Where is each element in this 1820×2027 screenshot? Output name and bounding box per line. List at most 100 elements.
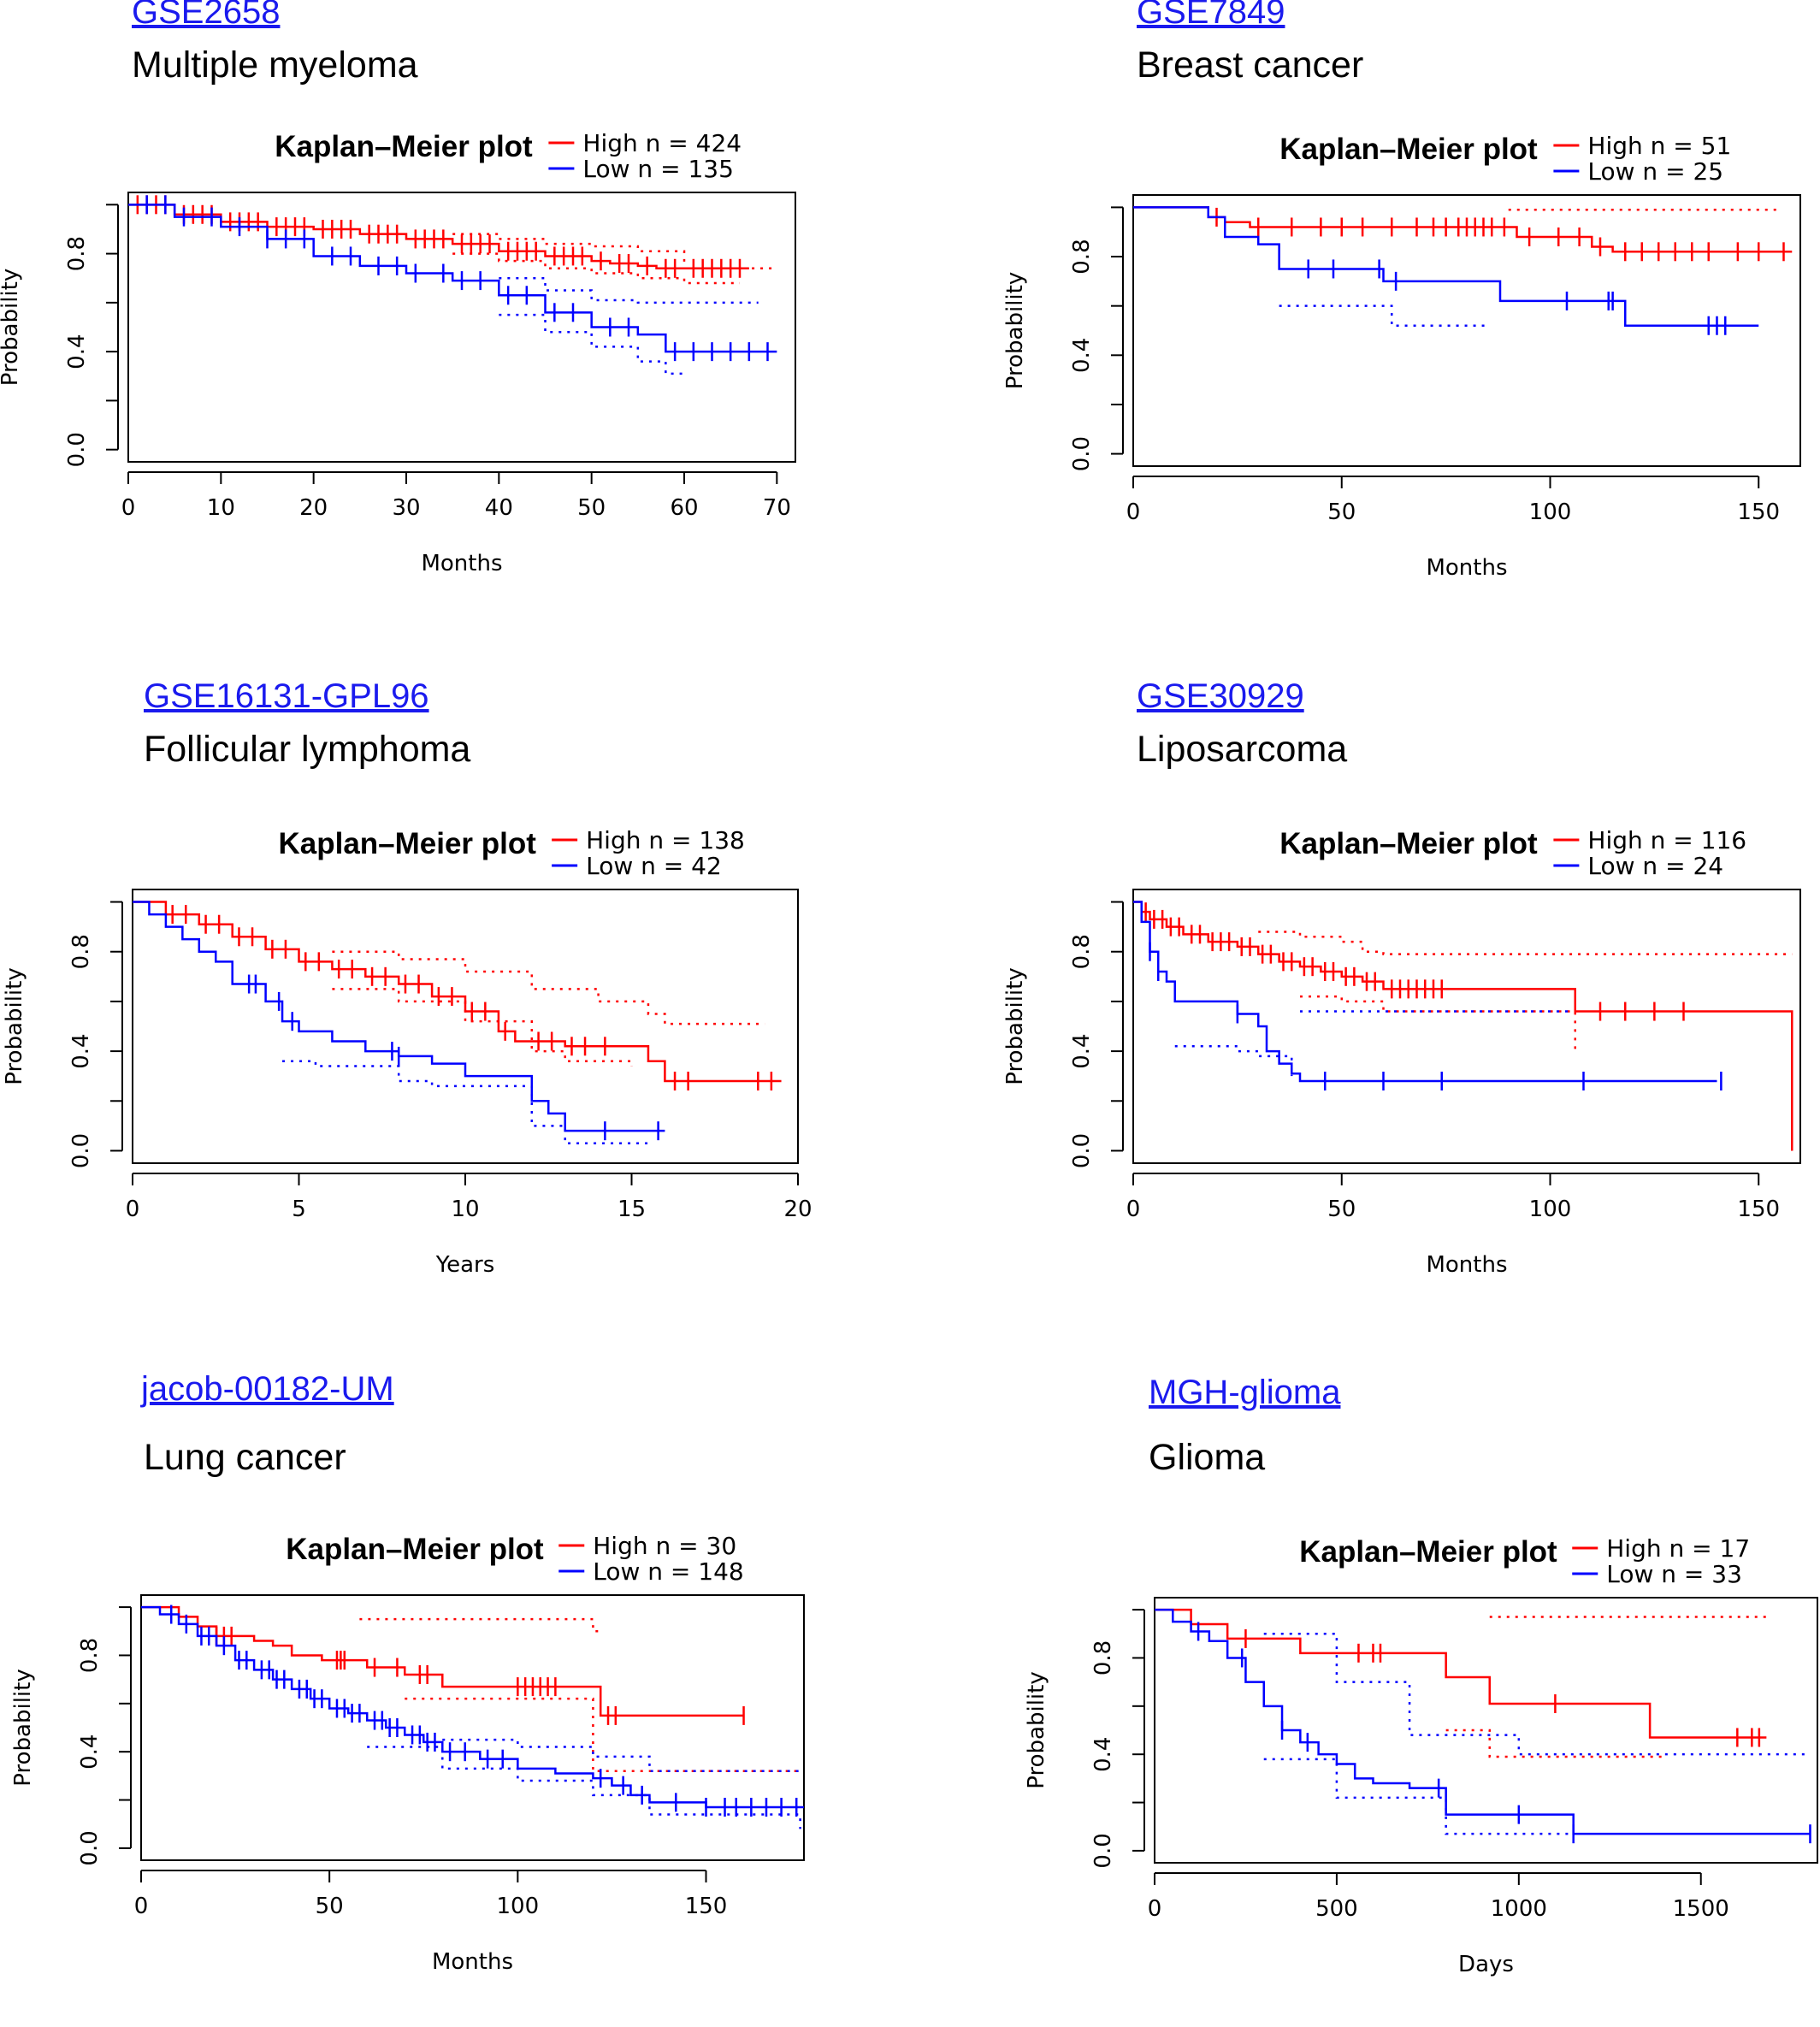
- x-tick-label: 10: [207, 495, 235, 521]
- legend-high-label: High n = 51: [1587, 132, 1731, 160]
- high-ci-upper-band: [359, 1617, 601, 1633]
- disease-label: Follicular lymphoma: [144, 729, 471, 770]
- y-tick-label: 0.0: [1069, 436, 1095, 471]
- high-ci-lower-band: [1445, 1729, 1665, 1758]
- panel-jacob: jacob-00182-UM Lung cancer Kaplan–Meier …: [0, 1370, 855, 2027]
- low-ci-lower-band: [499, 313, 686, 376]
- high-survival-curve: [1133, 206, 1793, 253]
- x-tick-label: 150: [685, 1894, 728, 1919]
- x-axis-label: Days: [1458, 1952, 1514, 1977]
- x-axis-label: Years: [435, 1252, 495, 1278]
- x-tick-label: 50: [316, 1894, 344, 1919]
- plot-title: Kaplan–Meier plot: [278, 827, 536, 860]
- x-tick-label: 500: [1315, 1896, 1358, 1922]
- x-tick-label: 20: [783, 1197, 812, 1222]
- x-tick-label: 15: [618, 1197, 646, 1222]
- y-tick-label: 0.4: [77, 1734, 103, 1770]
- high-survival-curve: [133, 901, 782, 1083]
- high-ci-lower-band: [1300, 995, 1576, 1052]
- x-tick-label: 100: [1529, 499, 1572, 525]
- x-axis-label: Months: [421, 551, 502, 576]
- low-survival-curve: [1133, 206, 1759, 327]
- panel-mgh-glioma: MGH-glioma Glioma Kaplan–Meier plot High …: [1005, 1374, 1820, 2027]
- y-tick-label: 0.0: [1090, 1833, 1116, 1868]
- y-tick-label: 0.4: [64, 334, 90, 369]
- plot-title: Kaplan–Meier plot: [1279, 133, 1538, 166]
- legend-high-label: High n = 116: [1587, 826, 1746, 854]
- y-axis-label: Probability: [10, 1669, 36, 1786]
- y-axis-label: Probability: [0, 269, 23, 386]
- dataset-link[interactable]: MGH-glioma: [1149, 1374, 1341, 1411]
- x-tick-label: 150: [1737, 1197, 1780, 1222]
- dataset-link[interactable]: GSE7849: [1137, 0, 1285, 31]
- plot-frame: [1132, 889, 1801, 1164]
- panel-gse30929: GSE30929 Liposarcoma Kaplan–Meier plot Hi…: [1002, 677, 1820, 1334]
- y-axis-label: Probability: [1002, 272, 1028, 389]
- x-tick-label: 40: [485, 495, 513, 521]
- panel-gse7849: GSE7849 Breast cancer Kaplan–Meier plot H…: [1002, 0, 1820, 650]
- x-tick-label: 1000: [1491, 1896, 1547, 1922]
- low-ci-lower-band: [1263, 1758, 1574, 1835]
- x-tick-label: 50: [1327, 1197, 1356, 1222]
- disease-label: Multiple myeloma: [132, 44, 418, 86]
- dataset-link[interactable]: GSE16131-GPL96: [144, 677, 429, 715]
- legend-low-label: Low n = 135: [582, 155, 734, 183]
- high-survival-curve: [128, 204, 749, 270]
- x-tick-label: 5: [292, 1197, 306, 1222]
- x-tick-label: 70: [763, 495, 791, 521]
- plot-title: Kaplan–Meier plot: [1279, 827, 1538, 860]
- x-tick-label: 60: [670, 495, 698, 521]
- plot-frame: [1154, 1597, 1818, 1864]
- y-tick-label: 0.0: [1069, 1133, 1095, 1168]
- legend-low-label: Low n = 24: [1587, 852, 1723, 880]
- x-axis-label: Months: [432, 1949, 513, 1975]
- legend-high-label: High n = 424: [582, 129, 742, 157]
- plot-title: Kaplan–Meier plot: [275, 130, 533, 163]
- x-tick-label: 50: [1327, 499, 1356, 525]
- y-tick-label: 0.0: [77, 1830, 103, 1865]
- low-survival-curve: [133, 901, 665, 1132]
- dataset-link[interactable]: jacob-00182-UM: [141, 1370, 394, 1408]
- y-tick-label: 0.8: [68, 934, 94, 969]
- plot-frame: [127, 192, 796, 463]
- y-tick-label: 0.8: [1069, 239, 1095, 274]
- dataset-link[interactable]: GSE2658: [132, 0, 281, 31]
- disease-label: Liposarcoma: [1137, 729, 1348, 770]
- x-axis-label: Months: [1426, 555, 1507, 581]
- panel-gse2658: GSE2658 Multiple myeloma Kaplan–Meier pl…: [0, 0, 855, 650]
- x-tick-label: 50: [577, 495, 606, 521]
- plot-frame: [1132, 194, 1801, 467]
- y-tick-label: 0.8: [1069, 934, 1095, 969]
- y-tick-label: 0.8: [77, 1638, 103, 1673]
- x-tick-label: 0: [121, 495, 136, 521]
- x-tick-label: 1500: [1673, 1896, 1729, 1922]
- legend-low-label: Low n = 33: [1606, 1560, 1742, 1588]
- y-tick-label: 0.4: [1090, 1737, 1116, 1772]
- plot-title: Kaplan–Meier plot: [1299, 1535, 1557, 1569]
- dataset-link[interactable]: GSE30929: [1137, 677, 1304, 715]
- plot-title: Kaplan–Meier plot: [286, 1533, 544, 1566]
- high-ci-lower-band: [452, 252, 740, 285]
- x-tick-label: 0: [134, 1894, 149, 1919]
- high-ci-lower-band: [405, 1697, 801, 1772]
- plot-frame: [132, 889, 799, 1164]
- y-tick-label: 0.4: [1069, 338, 1095, 373]
- high-survival-curve: [1133, 901, 1793, 1151]
- x-tick-label: 100: [497, 1894, 540, 1919]
- y-axis-label: Probability: [1024, 1671, 1049, 1788]
- low-ci-upper-band: [1263, 1633, 1811, 1756]
- high-ci-lower-band: [332, 988, 633, 1067]
- low-ci-lower-band: [282, 1060, 648, 1144]
- legend-low-label: Low n = 42: [586, 852, 722, 880]
- y-tick-label: 0.4: [1069, 1033, 1095, 1068]
- low-ci-upper-band: [499, 276, 759, 304]
- legend-high-label: High n = 138: [586, 826, 745, 854]
- x-tick-label: 0: [1126, 1197, 1141, 1222]
- x-tick-label: 10: [451, 1197, 479, 1222]
- legend-low-label: Low n = 148: [593, 1557, 744, 1586]
